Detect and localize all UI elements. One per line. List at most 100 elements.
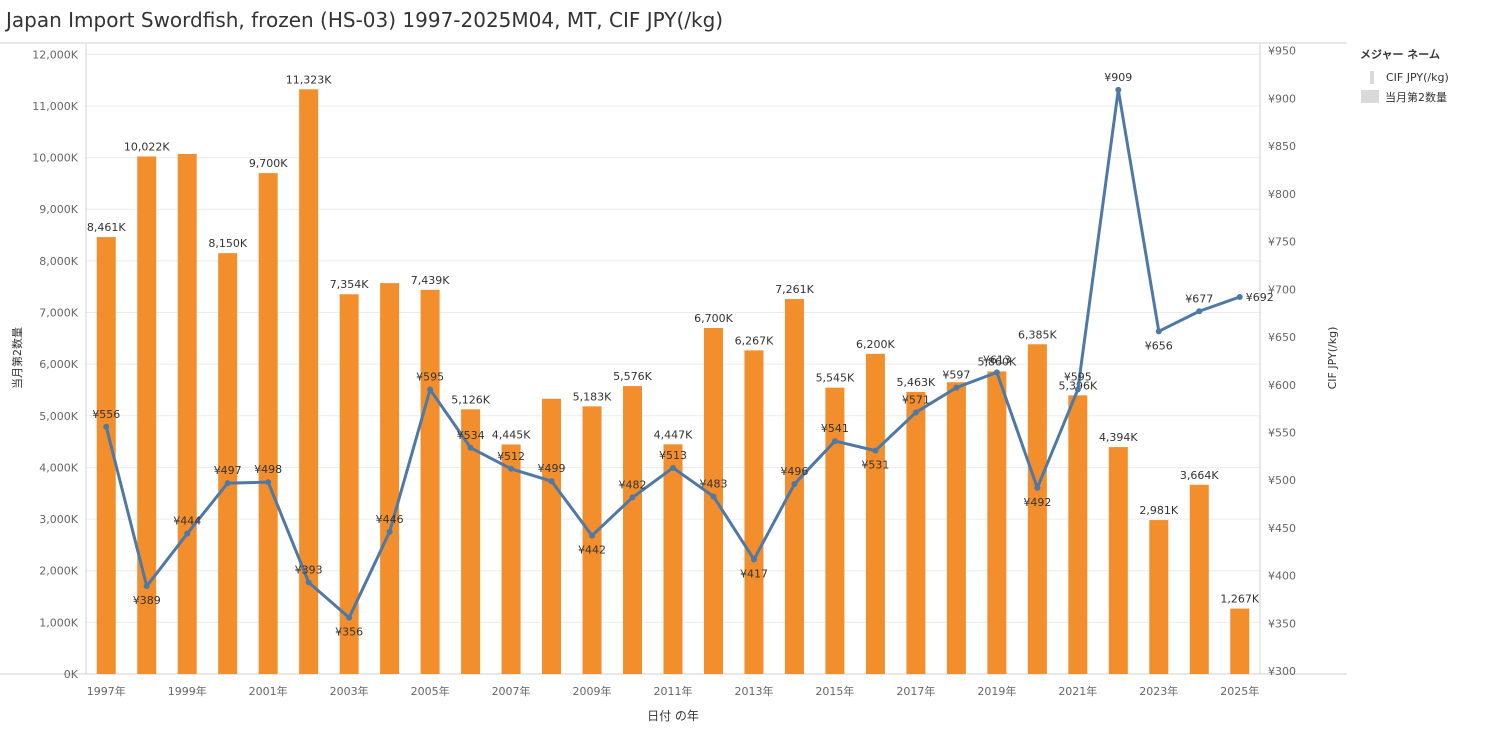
bar (703, 328, 723, 674)
legend-item-line[interactable]: CIF JPY(/kg) (1360, 68, 1449, 87)
line-data-label: ¥541 (821, 422, 849, 435)
bar-data-label: 5,463K (897, 376, 936, 389)
y-tick-label: 3,000K (39, 513, 78, 526)
bar (1149, 520, 1169, 674)
y2-tick-label: ¥500 (1268, 474, 1296, 487)
legend-item-bar[interactable]: 当月第2数量 (1360, 87, 1449, 106)
line-data-label: ¥656 (1145, 339, 1173, 352)
line-data-label: ¥513 (659, 449, 687, 462)
line-data-label: ¥909 (1104, 71, 1132, 84)
bar-series (96, 89, 1250, 675)
line-point (670, 464, 676, 471)
bar (865, 353, 885, 674)
y2-tick-label: ¥300 (1268, 665, 1296, 678)
bar-data-label: 5,126K (451, 393, 490, 406)
line-point (224, 480, 231, 487)
line-data-label: ¥597 (942, 369, 970, 382)
line-point (184, 530, 191, 537)
line-data-label: ¥483 (699, 477, 727, 490)
legend-title: メジャー ネーム (1360, 48, 1440, 61)
bar (1189, 484, 1209, 674)
bar-data-label: 6,267K (735, 334, 774, 347)
line-data-label: ¥613 (983, 353, 1011, 366)
line-point (750, 556, 757, 563)
bar-data-label: 5,183K (573, 390, 612, 403)
bar (825, 387, 845, 674)
bar-data-label: 1,267K (1220, 593, 1259, 606)
bar-data-label: 7,439K (411, 274, 450, 287)
line-point (143, 583, 150, 590)
line-point (548, 478, 555, 485)
bar (1027, 344, 1047, 674)
line-point (305, 579, 312, 586)
y-tick-label: 9,000K (39, 203, 78, 216)
bar-data-label: 7,261K (775, 283, 814, 296)
bar (339, 294, 359, 674)
y2-tick-label: ¥700 (1268, 283, 1296, 296)
bar (744, 350, 764, 674)
bar-data-label: 3,664K (1180, 469, 1219, 482)
y-tick-label: 2,000K (39, 565, 78, 578)
x-tick-label: 2003年 (330, 684, 369, 698)
y-tick-label: 5,000K (39, 410, 78, 423)
x-tick-label: 2009年 (573, 684, 612, 698)
line-point (629, 494, 636, 501)
line-data-label: ¥442 (578, 544, 606, 557)
bar (1230, 608, 1250, 674)
line-data-label: ¥492 (1023, 496, 1051, 509)
bar-data-label: 8,461K (87, 221, 126, 234)
bar (582, 406, 602, 674)
x-tick-label: 2001年 (249, 684, 288, 698)
line-data-label: ¥595 (1064, 371, 1092, 384)
line-point (831, 438, 838, 445)
x-tick-label: 2005年 (411, 684, 450, 698)
x-tick-label: 2025年 (1220, 684, 1259, 698)
line-point (791, 481, 798, 488)
line-data-label: ¥482 (619, 478, 647, 491)
bar-data-label: 6,385K (1018, 328, 1057, 341)
bar (258, 173, 278, 674)
bar (420, 289, 440, 674)
y2-tick-label: ¥400 (1268, 570, 1296, 583)
chart-title: Japan Import Swordfish, frozen (HS-03) 1… (6, 8, 724, 32)
line-point (467, 444, 474, 451)
line-data-label: ¥692 (1246, 291, 1274, 304)
y2-tick-label: ¥800 (1268, 188, 1296, 201)
line-swatch-icon (1370, 71, 1374, 84)
y2-tick-label: ¥600 (1268, 379, 1296, 392)
y-tick-label: 1,000K (39, 616, 78, 629)
bar-swatch-icon (1361, 90, 1379, 103)
legend-label-bar: 当月第2数量 (1385, 90, 1447, 104)
line-data-label: ¥531 (861, 459, 889, 472)
x-tick-label: 2021年 (1058, 684, 1097, 698)
bar-data-label: 7,354K (330, 278, 369, 291)
line-data-label: ¥496 (780, 465, 808, 478)
y-axis-right: ¥300 ¥350 ¥400 ¥450 ¥500 ¥550 ¥600 ¥650 ¥700 ¥750… (1268, 45, 1296, 678)
line-data-label: ¥497 (214, 464, 242, 477)
y2-tick-label: ¥850 (1268, 140, 1296, 153)
line-data-label: ¥389 (133, 594, 161, 607)
line-data-label: ¥534 (457, 429, 485, 442)
bar-data-label: 6,200K (856, 338, 895, 351)
line-point (1115, 86, 1122, 93)
line-point (346, 614, 353, 621)
bar-data-label: 11,323K (286, 73, 332, 86)
y-tick-label: 6,000K (39, 358, 78, 371)
bar-data-label: 5,860K (978, 355, 1017, 368)
line-data-label: ¥556 (92, 408, 120, 421)
line-point (508, 465, 515, 472)
y-axis-title: 当月第2数量 (10, 327, 24, 389)
y2-tick-label: ¥350 (1268, 617, 1296, 630)
line-point (1155, 328, 1162, 335)
line-data-label: ¥444 (173, 515, 201, 528)
bar-data-labels: 8,461K 10,022K 8,150K 9,700K 11,323K 7,354K 7,… (87, 73, 1260, 605)
bar (501, 444, 521, 674)
bar-data-label: 5,545K (816, 372, 855, 385)
bar (299, 89, 319, 674)
x-tick-label: 2017年 (896, 684, 935, 698)
x-axis: 1997年 1999年 2001年 2003年 2005年 2007年 2009年 2011年… (87, 684, 1260, 698)
bar (177, 153, 197, 674)
line-series (103, 86, 1243, 621)
legend-label-line: CIF JPY(/kg) (1386, 71, 1449, 84)
